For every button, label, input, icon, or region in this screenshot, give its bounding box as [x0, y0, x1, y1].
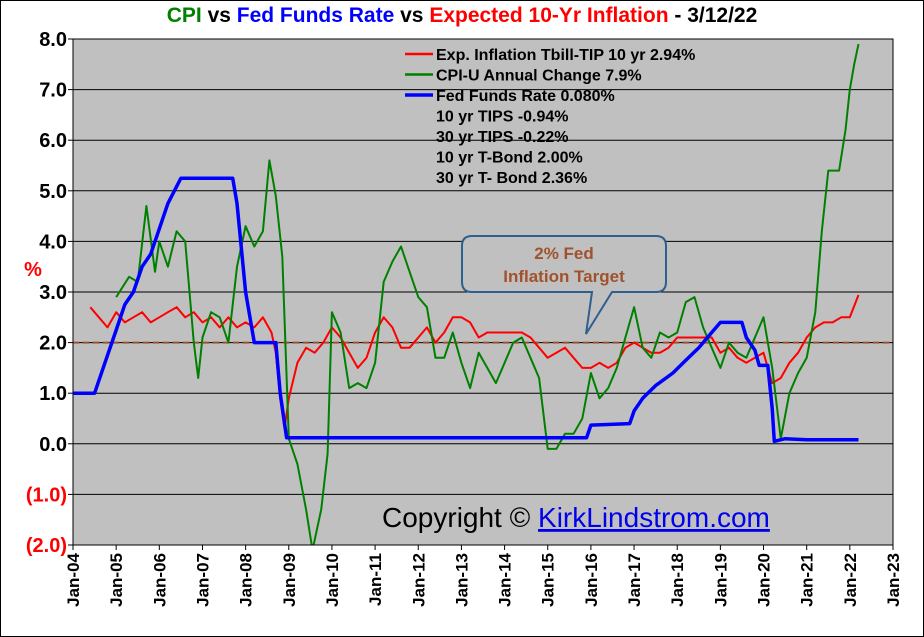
legend-label: Exp. Inflation Tbill-TIP 10 yr 2.94% [436, 47, 695, 64]
y-tick-label: (2.0) [26, 535, 67, 557]
x-tick-label: Jan-19 [711, 553, 730, 607]
x-tick-label: Jan-12 [409, 553, 428, 607]
x-tick-label: Jan-05 [107, 553, 126, 607]
copyright-prefix: Copyright © [382, 502, 538, 533]
copyright-link[interactable]: KirkLindstrom.com [538, 502, 770, 533]
legend: Exp. Inflation Tbill-TIP 10 yr 2.94% CPI-… [405, 47, 695, 187]
legend-label: 10 yr T-Bond 2.00% [436, 150, 583, 167]
title-expected-inflation: Expected 10-Yr Inflation [429, 4, 669, 27]
x-axis-ticks: Jan-04 Jan-05 Jan-06 Jan-07 Jan-08 Jan-09 Jan-… [64, 545, 903, 607]
y-tick-label: 6.0 [39, 130, 67, 152]
target-callout: 2% Fed Inflation Target [461, 235, 667, 335]
legend-label: Fed Funds Rate 0.080% [436, 88, 615, 105]
x-tick-label: Jan-20 [755, 553, 774, 607]
x-tick-label: Jan-17 [625, 553, 644, 607]
title-fed-funds: Fed Funds Rate [236, 4, 395, 27]
y-tick-label: 3.0 [39, 282, 67, 304]
legend-label: 30 yr TIPS -0.22% [436, 129, 569, 146]
y-tick-label: 4.0 [39, 231, 67, 253]
x-tick-label: Jan-06 [150, 553, 169, 607]
chart-title: CPI vs Fed Funds Rate vs Expected 10-Yr … [0, 4, 924, 28]
legend-label: 10 yr TIPS -0.94% [436, 109, 569, 126]
y-tick-label: 8.0 [39, 29, 67, 51]
x-tick-label: Jan-09 [280, 553, 299, 607]
x-tick-label: Jan-22 [841, 553, 860, 607]
series-line-cpi [115, 43, 860, 545]
x-tick-label: Jan-23 [884, 553, 903, 607]
x-tick-label: Jan-04 [64, 552, 83, 606]
series-group [73, 43, 860, 545]
x-tick-label: Jan-13 [452, 553, 471, 607]
x-tick-label: Jan-08 [237, 553, 256, 607]
callout-line-2: Inflation Target [503, 267, 625, 286]
x-tick-label: Jan-10 [323, 553, 342, 607]
legend-label: CPI-U Annual Change 7.9% [436, 68, 642, 85]
y-axis-unit-label: % [24, 259, 42, 281]
y-tick-label: 5.0 [39, 181, 67, 203]
y-tick-label: 1.0 [39, 383, 67, 405]
x-tick-label: Jan-11 [366, 553, 385, 606]
series-line-fed-funds [73, 176, 859, 444]
legend-label: 30 yr T- Bond 2.36% [436, 170, 587, 187]
x-tick-label: Jan-18 [668, 553, 687, 607]
x-tick-label: Jan-07 [193, 553, 212, 607]
y-tick-label: 7.0 [39, 80, 67, 102]
y-axis-ticks: 8.0 7.0 6.0 5.0 4.0 3.0 2.0 1.0 0.0 (1.0) (2.0) [26, 29, 73, 557]
title-vs-1: vs [201, 4, 237, 27]
x-tick-label: Jan-21 [798, 553, 817, 607]
title-cpi: CPI [166, 4, 202, 27]
x-tick-label: Jan-15 [539, 553, 558, 607]
callout-shape [461, 235, 667, 335]
y-tick-label: 2.0 [39, 333, 67, 355]
y-tick-label: 0.0 [39, 434, 67, 456]
x-tick-label: Jan-16 [582, 553, 601, 607]
title-date: - 3/12/22 [668, 4, 758, 27]
title-vs-2: vs [394, 4, 430, 27]
y-tick-label: (1.0) [26, 484, 67, 506]
copyright-text: Copyright © KirkLindstrom.com [382, 502, 770, 533]
x-tick-label: Jan-14 [496, 552, 515, 606]
callout-line-1: 2% Fed [534, 244, 594, 263]
